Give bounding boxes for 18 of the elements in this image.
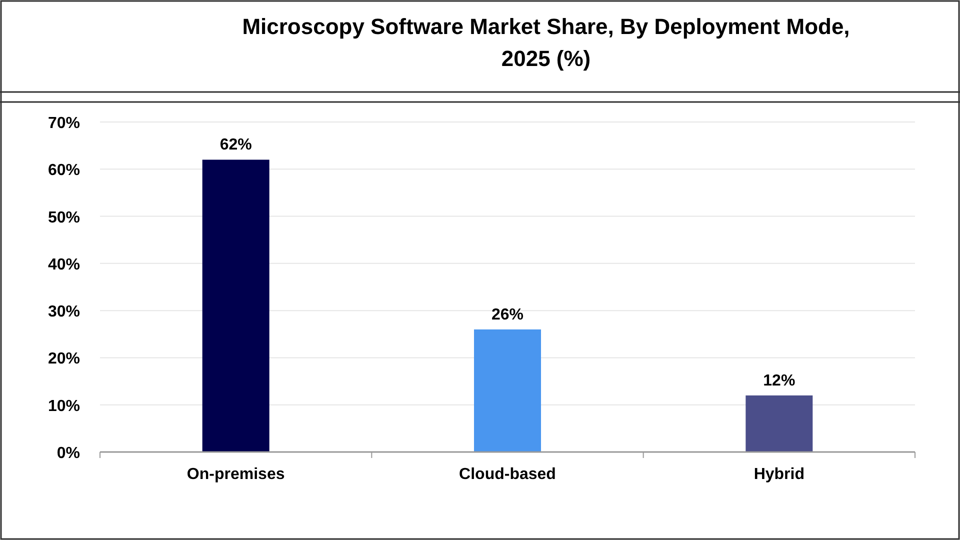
data-label: 12% <box>763 372 796 390</box>
y-tick-label: 10% <box>48 398 80 415</box>
bar <box>746 395 813 452</box>
bar <box>202 160 270 452</box>
y-tick-label: 60% <box>48 162 80 180</box>
x-tick-label: Cloud-based <box>459 466 556 483</box>
x-tick-label: On-premises <box>186 466 285 483</box>
chart-title: Microscopy Software Market Share, By Deployment Mode, 2025 (%) <box>242 14 850 71</box>
y-tick-label: 40% <box>48 256 80 274</box>
bar <box>474 329 541 452</box>
y-tick-label: 30% <box>48 304 80 321</box>
y-tick-label: 70% <box>48 115 80 132</box>
y-tick-label: 50% <box>48 209 80 226</box>
x-tick-label: Hybrid <box>754 466 805 483</box>
data-label: 62% <box>220 136 252 154</box>
data-label: 26% <box>491 306 524 324</box>
y-tick-label: 0% <box>56 445 80 462</box>
y-tick-label: 20% <box>48 350 80 368</box>
